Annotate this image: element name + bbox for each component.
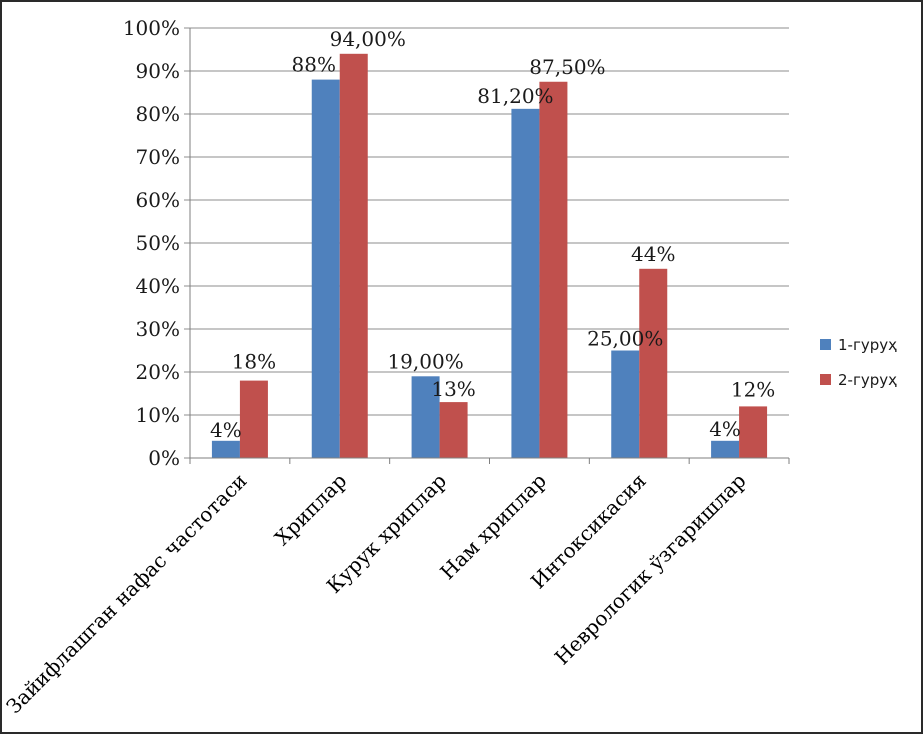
data-label: 87,50% <box>529 55 605 79</box>
axes <box>189 28 790 464</box>
bar-1-3 <box>411 376 440 458</box>
data-label: 81,20% <box>477 84 553 108</box>
bar-1-2 <box>311 79 340 458</box>
y-tick-label: 70% <box>136 145 180 169</box>
bars <box>211 53 768 459</box>
data-label: 19,00% <box>387 349 463 373</box>
bar-2-2 <box>339 53 368 459</box>
data-label: 4% <box>709 417 741 441</box>
y-tick-label: 90% <box>136 59 180 83</box>
bar-1-1 <box>211 440 240 458</box>
category-label: Неврологик ўзгаришлар <box>550 469 751 670</box>
data-label: 94,00% <box>330 27 406 51</box>
category-label: Хриплар <box>270 469 351 550</box>
bar-1-5 <box>611 350 640 458</box>
legend-label: 1-гуруҳ <box>838 336 897 354</box>
category-label: Нам хриплар <box>435 469 551 585</box>
category-labels: Зайифлашган нафас частотаси ХрипларКурук … <box>2 469 751 719</box>
data-label: 88% <box>292 53 336 77</box>
legend-label: 2-гуруҳ <box>838 371 897 389</box>
bar-1-6 <box>711 440 740 458</box>
y-axis-ticks: 0% 10% 20% 30% 40% 50% 60% 70% 80% 90% 100% <box>123 16 190 470</box>
bar-2-6 <box>739 406 768 458</box>
legend: 1-гуруҳ 2-гуруҳ <box>820 336 897 389</box>
gridlines <box>190 27 789 416</box>
data-label: 4% <box>210 418 242 442</box>
y-tick-label: 80% <box>136 102 180 126</box>
legend-swatch <box>820 374 831 385</box>
bar-1-4 <box>511 108 540 458</box>
data-label: 13% <box>431 377 475 401</box>
category-label: Зайифлашган нафас частотаси <box>2 469 251 719</box>
y-tick-label: 10% <box>136 403 180 427</box>
data-label: 12% <box>731 377 775 401</box>
y-tick-label: 60% <box>136 188 180 212</box>
y-tick-label: 50% <box>136 231 180 255</box>
legend-swatch <box>820 339 831 350</box>
y-tick-label: 100% <box>123 16 180 40</box>
data-label: 18% <box>232 350 276 374</box>
bar-2-5 <box>639 268 668 458</box>
y-tick-label: 30% <box>136 317 180 341</box>
y-tick-label: 20% <box>136 360 180 384</box>
data-label: 25,00% <box>587 327 663 351</box>
data-labels: 4% 88% 19,00% 81,20% 25,00% 4% 18% 94,00% 13% 87,… <box>210 27 775 442</box>
bar-2-3 <box>439 402 468 458</box>
bar-2-4 <box>539 81 568 458</box>
data-label: 44% <box>631 242 675 266</box>
y-tick-label: 0% <box>148 446 180 470</box>
bar-2-1 <box>239 380 268 458</box>
y-tick-label: 40% <box>136 274 180 298</box>
